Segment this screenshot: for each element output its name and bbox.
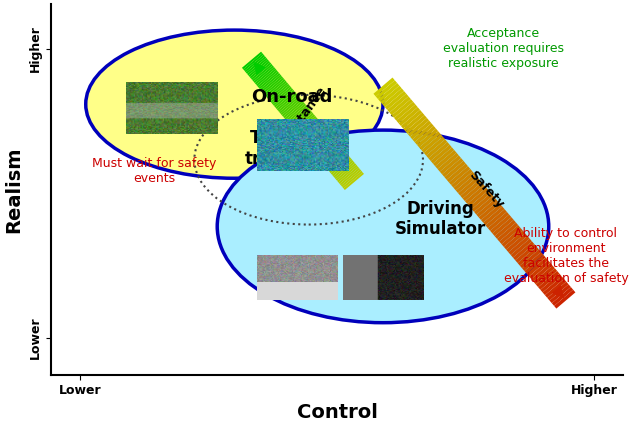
Ellipse shape — [86, 30, 383, 178]
X-axis label: Control: Control — [297, 403, 378, 422]
Ellipse shape — [217, 130, 548, 323]
Text: Acceptance
evaluation requires
realistic exposure: Acceptance evaluation requires realistic… — [442, 27, 563, 70]
Text: Must wait for safety
events: Must wait for safety events — [92, 157, 216, 185]
Text: Driving
Simulator: Driving Simulator — [394, 200, 486, 239]
Text: Safety: Safety — [466, 168, 506, 210]
Text: Acceptance: Acceptance — [271, 84, 329, 157]
Text: Test
track: Test track — [244, 129, 292, 168]
Text: On-road: On-road — [251, 88, 332, 106]
Y-axis label: Realism: Realism — [4, 146, 23, 233]
Text: Ability to control
environment
facilitates the
evaluation of safety: Ability to control environment facilitat… — [504, 227, 628, 285]
